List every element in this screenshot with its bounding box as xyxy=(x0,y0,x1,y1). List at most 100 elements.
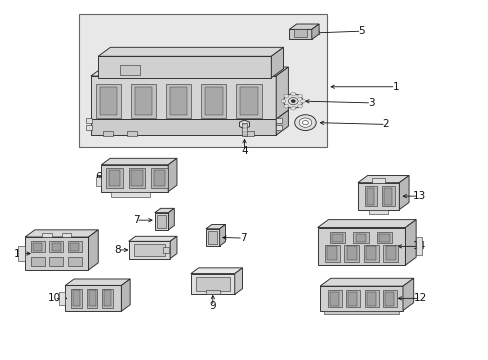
Polygon shape xyxy=(91,119,276,135)
Bar xyxy=(79,14,327,147)
Polygon shape xyxy=(320,278,413,286)
Bar xyxy=(163,247,168,253)
Bar xyxy=(31,241,44,252)
Polygon shape xyxy=(25,230,98,237)
Bar xyxy=(366,188,374,204)
Circle shape xyxy=(288,98,298,105)
Polygon shape xyxy=(317,220,415,228)
Polygon shape xyxy=(402,278,413,311)
Polygon shape xyxy=(168,158,177,192)
Bar xyxy=(383,245,397,262)
Bar xyxy=(371,179,385,183)
Bar xyxy=(242,123,246,136)
Bar xyxy=(204,87,222,116)
Bar xyxy=(352,232,368,243)
Bar xyxy=(127,131,137,136)
Bar xyxy=(120,65,140,75)
Text: 12: 12 xyxy=(412,293,426,303)
Bar xyxy=(363,245,378,262)
Bar xyxy=(111,192,150,197)
Bar xyxy=(33,243,42,251)
Bar xyxy=(378,234,389,242)
Bar xyxy=(73,291,80,306)
Bar xyxy=(344,245,358,262)
Bar xyxy=(165,84,191,118)
Polygon shape xyxy=(219,225,225,246)
Polygon shape xyxy=(405,220,415,265)
Text: 5: 5 xyxy=(358,26,364,36)
Text: 7: 7 xyxy=(239,233,246,243)
Polygon shape xyxy=(121,279,130,311)
Circle shape xyxy=(294,115,316,131)
Text: 9: 9 xyxy=(209,301,216,311)
Bar xyxy=(61,233,71,237)
Bar xyxy=(368,210,387,214)
Bar xyxy=(128,168,145,188)
Bar xyxy=(244,131,254,136)
Bar xyxy=(415,237,421,255)
Bar xyxy=(276,125,282,130)
Bar xyxy=(86,289,97,308)
Polygon shape xyxy=(155,213,168,230)
Polygon shape xyxy=(311,24,319,40)
Polygon shape xyxy=(289,30,311,40)
Bar xyxy=(102,289,113,308)
Polygon shape xyxy=(168,208,174,230)
Polygon shape xyxy=(276,67,288,119)
Circle shape xyxy=(290,107,295,110)
Circle shape xyxy=(299,118,311,127)
Bar xyxy=(385,246,395,260)
Polygon shape xyxy=(357,176,408,183)
Bar xyxy=(68,241,81,252)
Bar xyxy=(205,290,219,294)
Bar xyxy=(49,241,63,252)
Bar xyxy=(384,188,391,204)
Bar xyxy=(236,84,261,118)
Text: 6: 6 xyxy=(95,172,102,182)
Bar xyxy=(195,277,229,291)
Bar xyxy=(327,246,336,260)
Bar xyxy=(106,168,122,188)
Bar xyxy=(329,232,345,243)
Text: 3: 3 xyxy=(367,98,374,108)
Bar xyxy=(100,87,117,116)
Polygon shape xyxy=(271,47,283,78)
Text: 7: 7 xyxy=(133,215,139,225)
Polygon shape xyxy=(128,241,170,258)
Polygon shape xyxy=(91,110,288,119)
Circle shape xyxy=(302,121,308,125)
Bar xyxy=(240,87,257,116)
Bar xyxy=(385,292,393,306)
Polygon shape xyxy=(98,56,271,78)
Bar xyxy=(88,291,95,306)
Bar xyxy=(96,84,121,118)
Polygon shape xyxy=(205,225,225,229)
Polygon shape xyxy=(25,237,88,270)
Circle shape xyxy=(297,94,302,98)
Circle shape xyxy=(290,92,295,96)
Bar xyxy=(325,245,339,262)
Bar xyxy=(347,292,356,306)
Circle shape xyxy=(284,94,288,98)
Bar xyxy=(294,30,306,37)
Bar xyxy=(31,257,44,266)
Polygon shape xyxy=(320,286,402,311)
Polygon shape xyxy=(289,24,319,30)
Text: 8: 8 xyxy=(114,245,121,255)
Bar xyxy=(60,292,65,305)
Bar xyxy=(331,234,342,242)
Bar xyxy=(346,290,359,307)
Bar xyxy=(108,170,120,186)
Text: 14: 14 xyxy=(411,241,425,251)
Bar xyxy=(364,290,378,307)
Polygon shape xyxy=(65,285,121,311)
Polygon shape xyxy=(101,158,177,165)
Polygon shape xyxy=(399,176,408,210)
Polygon shape xyxy=(65,279,130,285)
Circle shape xyxy=(297,104,302,108)
Polygon shape xyxy=(91,76,276,119)
Bar xyxy=(364,186,377,206)
Bar xyxy=(208,231,217,244)
Bar xyxy=(329,292,338,306)
Polygon shape xyxy=(276,110,288,135)
